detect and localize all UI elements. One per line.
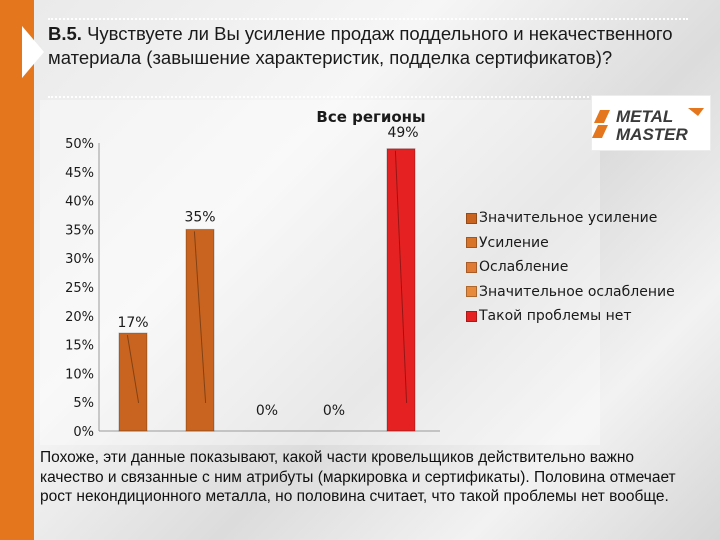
y-tick-label: 20% [65, 310, 94, 325]
bar [185, 228, 215, 432]
bar-crack-line [126, 334, 140, 404]
bar [386, 148, 416, 432]
title-arrow-icon [22, 26, 44, 78]
bar-crack-line [394, 150, 408, 404]
y-tick-label: 25% [65, 281, 94, 296]
legend-swatch [466, 310, 477, 322]
legend-item: Значительное ослабление [466, 280, 675, 305]
legend-item: Значительное усиление [466, 206, 675, 231]
bar-value-label: 49% [387, 125, 418, 141]
chart-legend: Значительное усиление Усиление Ослаблени… [466, 206, 675, 329]
metal-master-logo: METAL MASTER [592, 96, 710, 150]
chart-title: Все регионы [316, 108, 425, 126]
logo-line1: METAL [616, 107, 673, 126]
header-divider-top [48, 18, 688, 20]
y-tick-label: 10% [65, 367, 94, 382]
bar-value-label: 0% [256, 403, 278, 419]
legend-label: Значительное ослабление [479, 283, 675, 300]
slide-title: В.5. Чувствуете ли Вы усиление продаж по… [48, 22, 688, 70]
legend-label: Значительное усиление [479, 210, 658, 227]
y-tick-label: 50% [65, 137, 94, 152]
legend-label: Усиление [479, 234, 549, 251]
y-tick-label: 40% [65, 195, 94, 210]
y-tick-label: 15% [65, 339, 94, 354]
header-divider-bottom [48, 96, 688, 98]
legend-item: Усиление [466, 231, 675, 256]
logo-line2: MASTER [616, 125, 689, 144]
bar-value-label: 0% [323, 403, 345, 419]
y-tick-label: 45% [65, 166, 94, 181]
bar [118, 332, 148, 432]
question-text: Чувствуете ли Вы усиление продаж поддель… [48, 23, 673, 68]
y-tick-label: 30% [65, 252, 94, 267]
question-number: В.5. [48, 23, 82, 44]
y-axis-ticks: 0% 5% 10% 15% 20% 25% 30% 35% 40% 45% 50% [65, 137, 94, 440]
legend-swatch [466, 261, 477, 273]
bar-value-label: 17% [117, 315, 148, 331]
bars-group [118, 148, 416, 432]
legend-swatch [466, 286, 477, 298]
bar-value-label: 35% [184, 209, 215, 225]
legend-item: Ослабление [466, 255, 675, 280]
legend-label: Такой проблемы нет [479, 308, 632, 325]
bar-value-labels: 17% 35% 0% 0% 49% [117, 125, 418, 419]
legend-swatch [466, 212, 477, 224]
y-tick-label: 5% [73, 396, 94, 411]
conclusion-text: Похоже, эти данные показывают, какой час… [40, 449, 676, 505]
y-tick-label: 35% [65, 223, 94, 238]
bar-crack-line [193, 231, 207, 404]
legend-swatch [466, 237, 477, 249]
y-tick-label: 0% [73, 425, 94, 440]
legend-item: Такой проблемы нет [466, 304, 675, 329]
left-accent-bar [0, 0, 34, 540]
legend-label: Ослабление [479, 259, 569, 276]
metal-master-logo-mark: METAL MASTER [592, 107, 704, 144]
